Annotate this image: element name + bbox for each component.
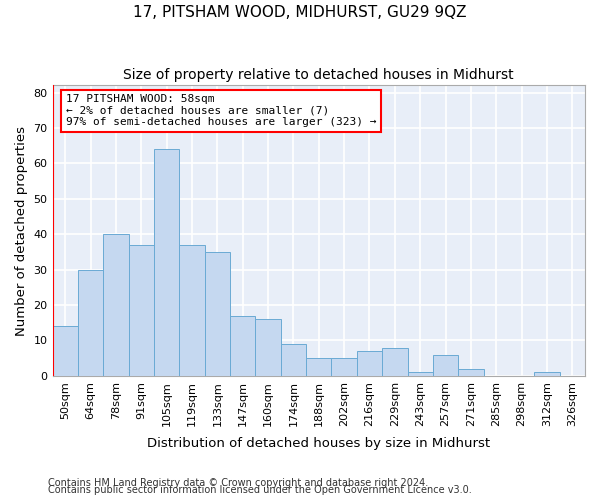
Bar — [205, 252, 230, 376]
Bar — [53, 326, 78, 376]
Bar — [128, 245, 154, 376]
Bar — [256, 319, 281, 376]
Bar — [78, 270, 103, 376]
Text: 17 PITSHAM WOOD: 58sqm
← 2% of detached houses are smaller (7)
97% of semi-detac: 17 PITSHAM WOOD: 58sqm ← 2% of detached … — [66, 94, 376, 128]
Bar — [458, 369, 484, 376]
Text: Contains HM Land Registry data © Crown copyright and database right 2024.: Contains HM Land Registry data © Crown c… — [48, 478, 428, 488]
Bar — [306, 358, 331, 376]
Text: Contains public sector information licensed under the Open Government Licence v3: Contains public sector information licen… — [48, 485, 472, 495]
Bar — [103, 234, 128, 376]
Text: 17, PITSHAM WOOD, MIDHURST, GU29 9QZ: 17, PITSHAM WOOD, MIDHURST, GU29 9QZ — [133, 5, 467, 20]
Bar — [357, 351, 382, 376]
Bar — [331, 358, 357, 376]
Bar — [534, 372, 560, 376]
Bar — [407, 372, 433, 376]
Title: Size of property relative to detached houses in Midhurst: Size of property relative to detached ho… — [124, 68, 514, 82]
Bar — [230, 316, 256, 376]
Bar — [433, 354, 458, 376]
Bar — [154, 149, 179, 376]
Bar — [281, 344, 306, 376]
Y-axis label: Number of detached properties: Number of detached properties — [15, 126, 28, 336]
Bar — [179, 245, 205, 376]
X-axis label: Distribution of detached houses by size in Midhurst: Distribution of detached houses by size … — [147, 437, 490, 450]
Bar — [382, 348, 407, 376]
